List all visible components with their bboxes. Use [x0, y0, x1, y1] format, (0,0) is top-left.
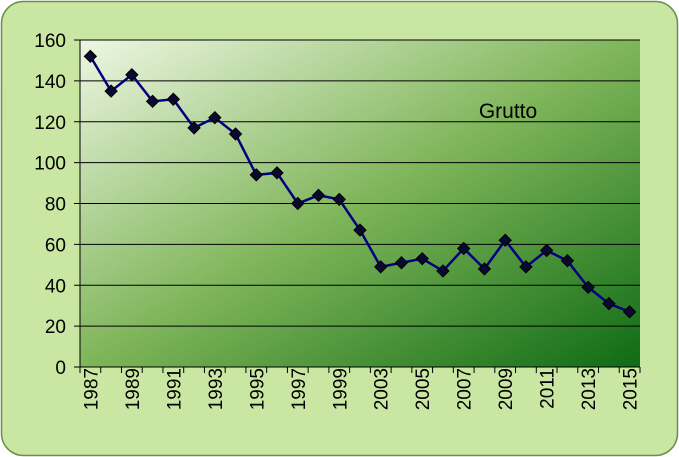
y-tick-label: 100 — [34, 154, 66, 175]
x-tick-label: 1999 — [330, 368, 351, 410]
marker — [145, 94, 160, 109]
marker — [436, 264, 450, 278]
x-tick-label: 1991 — [164, 368, 185, 410]
marker — [394, 256, 409, 270]
x-tick-label: 2003 — [372, 368, 393, 410]
legend-label: Grutto — [479, 100, 537, 123]
x-tick-label: 2015 — [621, 368, 642, 410]
y-tick-label: 40 — [45, 276, 66, 297]
marker — [498, 233, 512, 247]
marker — [353, 223, 367, 237]
y-tick-label: 80 — [45, 195, 66, 216]
y-tick-label: 120 — [34, 113, 66, 134]
x-tick-label: 2007 — [455, 368, 476, 410]
x-tick-label: 1993 — [206, 368, 227, 410]
marker — [581, 280, 595, 295]
marker — [249, 168, 264, 182]
marker — [415, 251, 429, 266]
marker — [166, 92, 181, 106]
y-tick-label: 20 — [45, 317, 66, 338]
marker — [477, 262, 492, 276]
x-tick-label: 2005 — [413, 368, 434, 410]
y-tick-label: 160 — [34, 31, 66, 52]
marker — [228, 127, 243, 141]
x-tick-label: 2013 — [579, 368, 600, 410]
x-tick-label: 1995 — [247, 368, 268, 410]
y-tick-label: 60 — [45, 235, 66, 256]
x-tick-label: 1989 — [123, 368, 144, 410]
x-tick-label: 1997 — [289, 368, 310, 410]
marker — [519, 260, 533, 274]
marker — [83, 49, 98, 64]
marker — [622, 305, 637, 319]
marker — [456, 241, 471, 256]
marker — [539, 243, 554, 258]
marker — [602, 296, 616, 311]
marker — [374, 260, 388, 274]
y-tick-label: 0 — [55, 358, 66, 379]
x-tick-label: 2011 — [538, 368, 559, 409]
marker — [332, 192, 346, 207]
x-tick-label: 1987 — [81, 368, 102, 410]
marker — [208, 110, 222, 125]
marker — [104, 84, 118, 98]
marker — [560, 254, 575, 268]
marker — [270, 166, 284, 180]
x-tick-label: 2009 — [496, 368, 517, 410]
marker — [291, 196, 305, 211]
y-tick-label: 140 — [34, 72, 66, 93]
marker — [187, 121, 201, 135]
marker — [125, 68, 139, 82]
marker — [311, 188, 326, 203]
